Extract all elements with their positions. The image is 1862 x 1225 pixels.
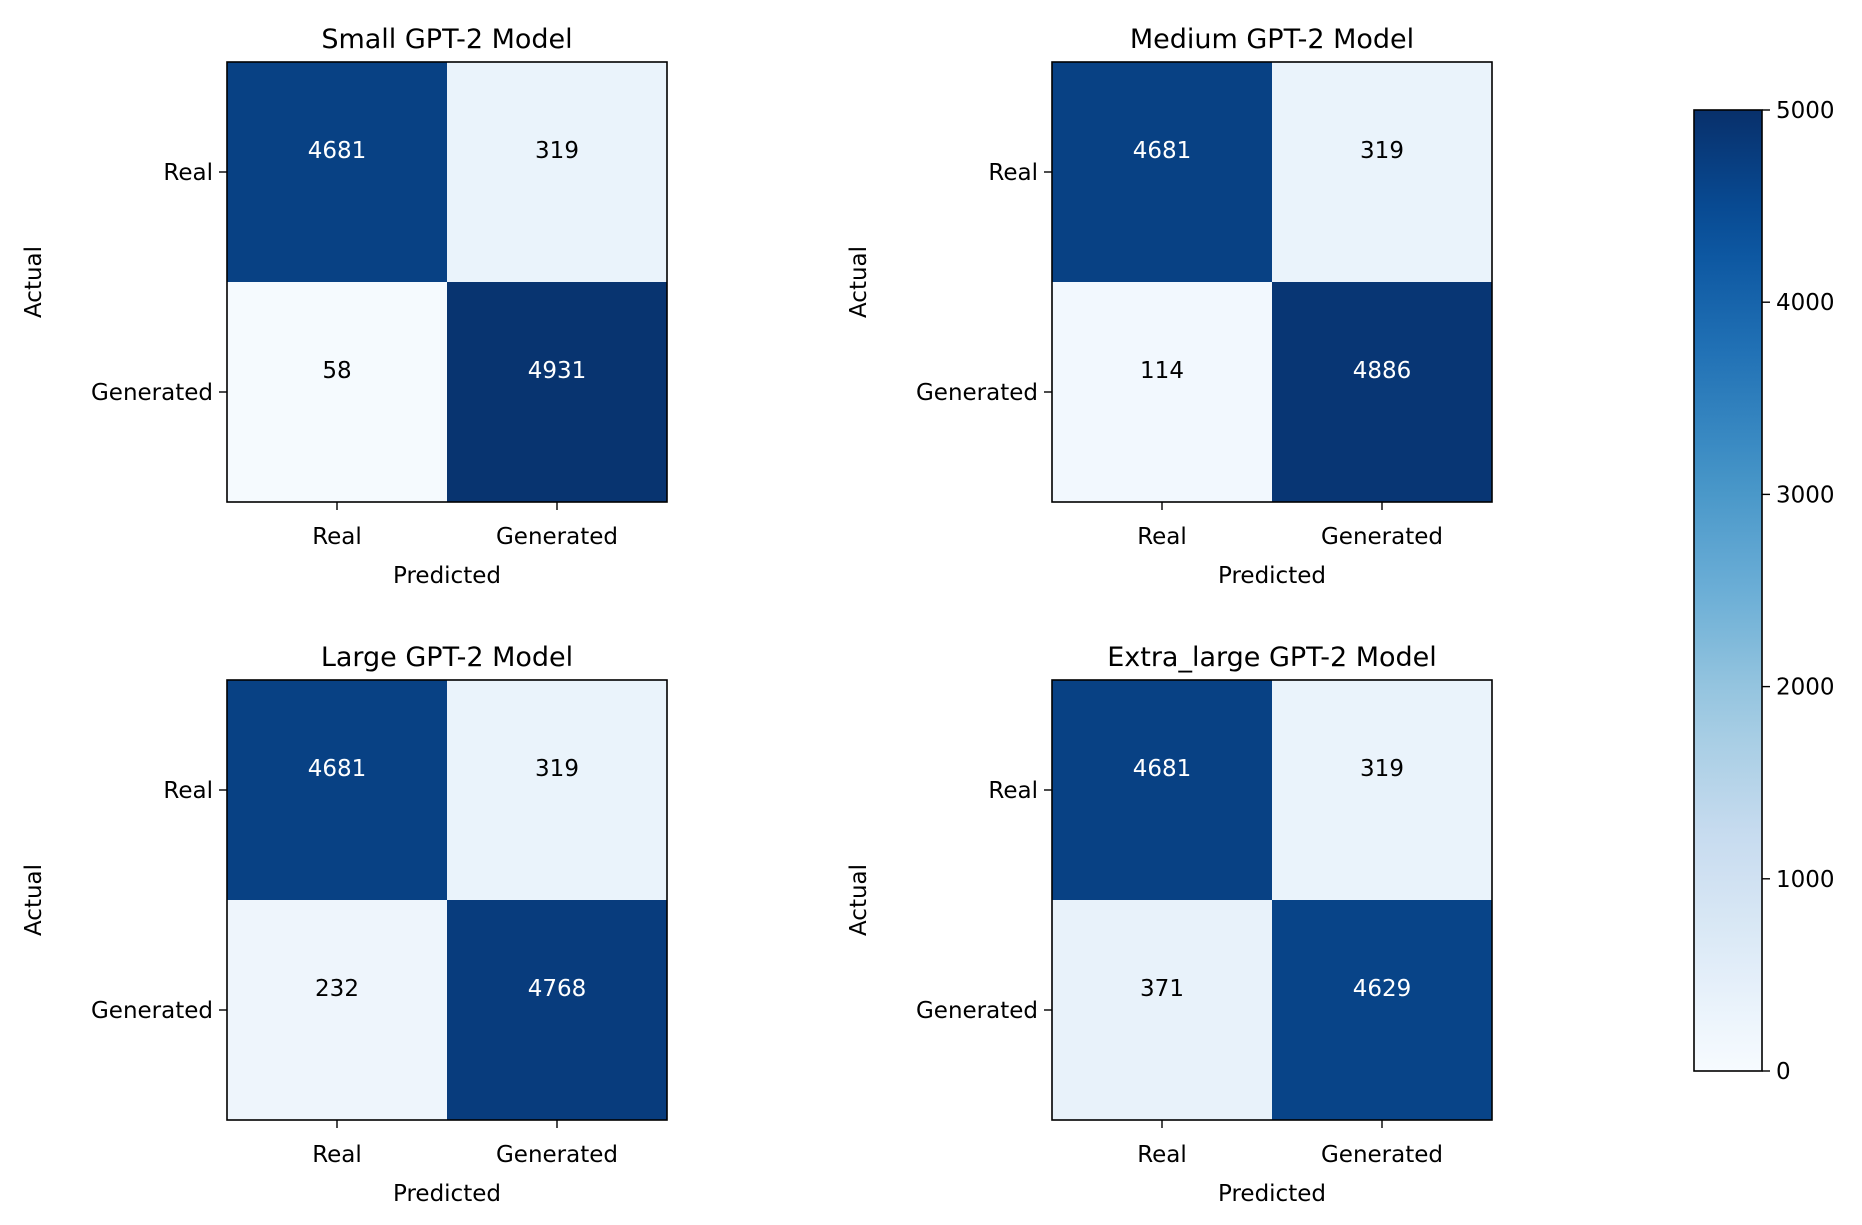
colorbar: 0 1000 2000 3000 4000 5000 [1693,98,1835,1085]
y-tick-label: Real [988,160,1038,186]
cell-value-label: 4629 [1353,976,1412,1002]
y-axis-label: Actual [21,864,47,936]
y-tick-label: Generated [91,380,213,406]
heatmap-cell [1052,680,1272,900]
y-tick-label: Real [163,160,213,186]
heatmap-cell [1272,900,1492,1120]
y-tick-label: Generated [916,998,1038,1024]
confusion-matrix: 4681 319 232 4768 Large GPT-2 Model Real Gener… [21,642,668,1207]
colorbar-tick-label: 3000 [1776,482,1835,508]
y-tick-label: Generated [91,998,213,1024]
plot-frame [1051,679,1493,1121]
colorbar-tick-label: 5000 [1776,98,1835,124]
heatmap-cell [447,62,667,282]
confusion-matrix: 4681 319 371 4629 Extra_large GPT-2 Model Rea… [846,642,1493,1207]
heatmap-cell [227,62,447,282]
colorbar-tick-label: 0 [1776,1059,1791,1085]
cell-value-label: 114 [1140,358,1184,384]
x-tick-label: Generated [1321,524,1443,550]
cell-value-label: 4931 [528,358,587,384]
cell-value-label: 319 [1360,138,1404,164]
x-tick-label: Generated [496,524,618,550]
colorbar-gradient [1694,110,1762,1071]
cell-value-label: 232 [315,976,359,1002]
confusion-matrix: 4681 319 58 4931 Small GPT-2 Model Real Genera… [21,24,668,589]
cell-value-label: 319 [535,756,579,782]
cell-value-label: 319 [1360,756,1404,782]
colorbar-tick-label: 1000 [1776,867,1835,893]
heatmap-cell [227,282,447,502]
y-tick-label: Real [163,778,213,804]
x-tick-label: Real [312,524,362,550]
x-axis-label: Predicted [1218,1181,1326,1207]
x-axis-label: Predicted [393,1181,501,1207]
heatmap-cell [1052,900,1272,1120]
cell-value-label: 4886 [1353,358,1412,384]
y-axis-label: Actual [21,246,47,318]
heatmap-cell [227,900,447,1120]
x-axis-label: Predicted [1218,563,1326,589]
panel-title: Medium GPT-2 Model [1130,24,1414,55]
plot-frame [1051,61,1493,503]
panel-title: Small GPT-2 Model [321,24,572,55]
x-tick-label: Real [1137,1142,1187,1168]
cell-value-label: 4768 [528,976,587,1002]
x-axis-label: Predicted [393,563,501,589]
heatmap-cell [447,282,667,502]
plot-frame [226,679,668,1121]
colorbar-tick-label: 4000 [1776,290,1835,316]
colorbar-frame [1693,109,1763,1072]
y-axis-label: Actual [846,246,872,318]
heatmap-cell [1272,282,1492,502]
y-tick-label: Generated [916,380,1038,406]
panel-title: Large GPT-2 Model [321,642,573,673]
heatmap-cell [1272,680,1492,900]
y-tick-label: Real [988,778,1038,804]
cell-value-label: 371 [1140,976,1184,1002]
confusion-matrix-panels: 4681 319 58 4931 Small GPT-2 Model Real Genera… [21,24,1493,1207]
heatmap-cell [1052,62,1272,282]
y-axis-label: Actual [846,864,872,936]
x-tick-label: Real [1137,524,1187,550]
heatmap-cell [447,680,667,900]
heatmap-cell [447,900,667,1120]
cell-value-label: 4681 [1133,756,1192,782]
x-tick-label: Real [312,1142,362,1168]
cell-value-label: 58 [322,358,351,384]
colorbar-tick-label: 2000 [1776,675,1835,701]
cell-value-label: 4681 [1133,138,1192,164]
x-tick-label: Generated [496,1142,618,1168]
panel-title: Extra_large GPT-2 Model [1107,642,1437,673]
plot-frame [226,61,668,503]
x-tick-label: Generated [1321,1142,1443,1168]
cell-value-label: 4681 [308,138,367,164]
confusion-matrix: 4681 319 114 4886 Medium GPT-2 Model Real Gene… [846,24,1493,589]
cell-value-label: 319 [535,138,579,164]
heatmap-cell [1272,62,1492,282]
heatmap-cell [1052,282,1272,502]
heatmap-cell [227,680,447,900]
cell-value-label: 4681 [308,756,367,782]
